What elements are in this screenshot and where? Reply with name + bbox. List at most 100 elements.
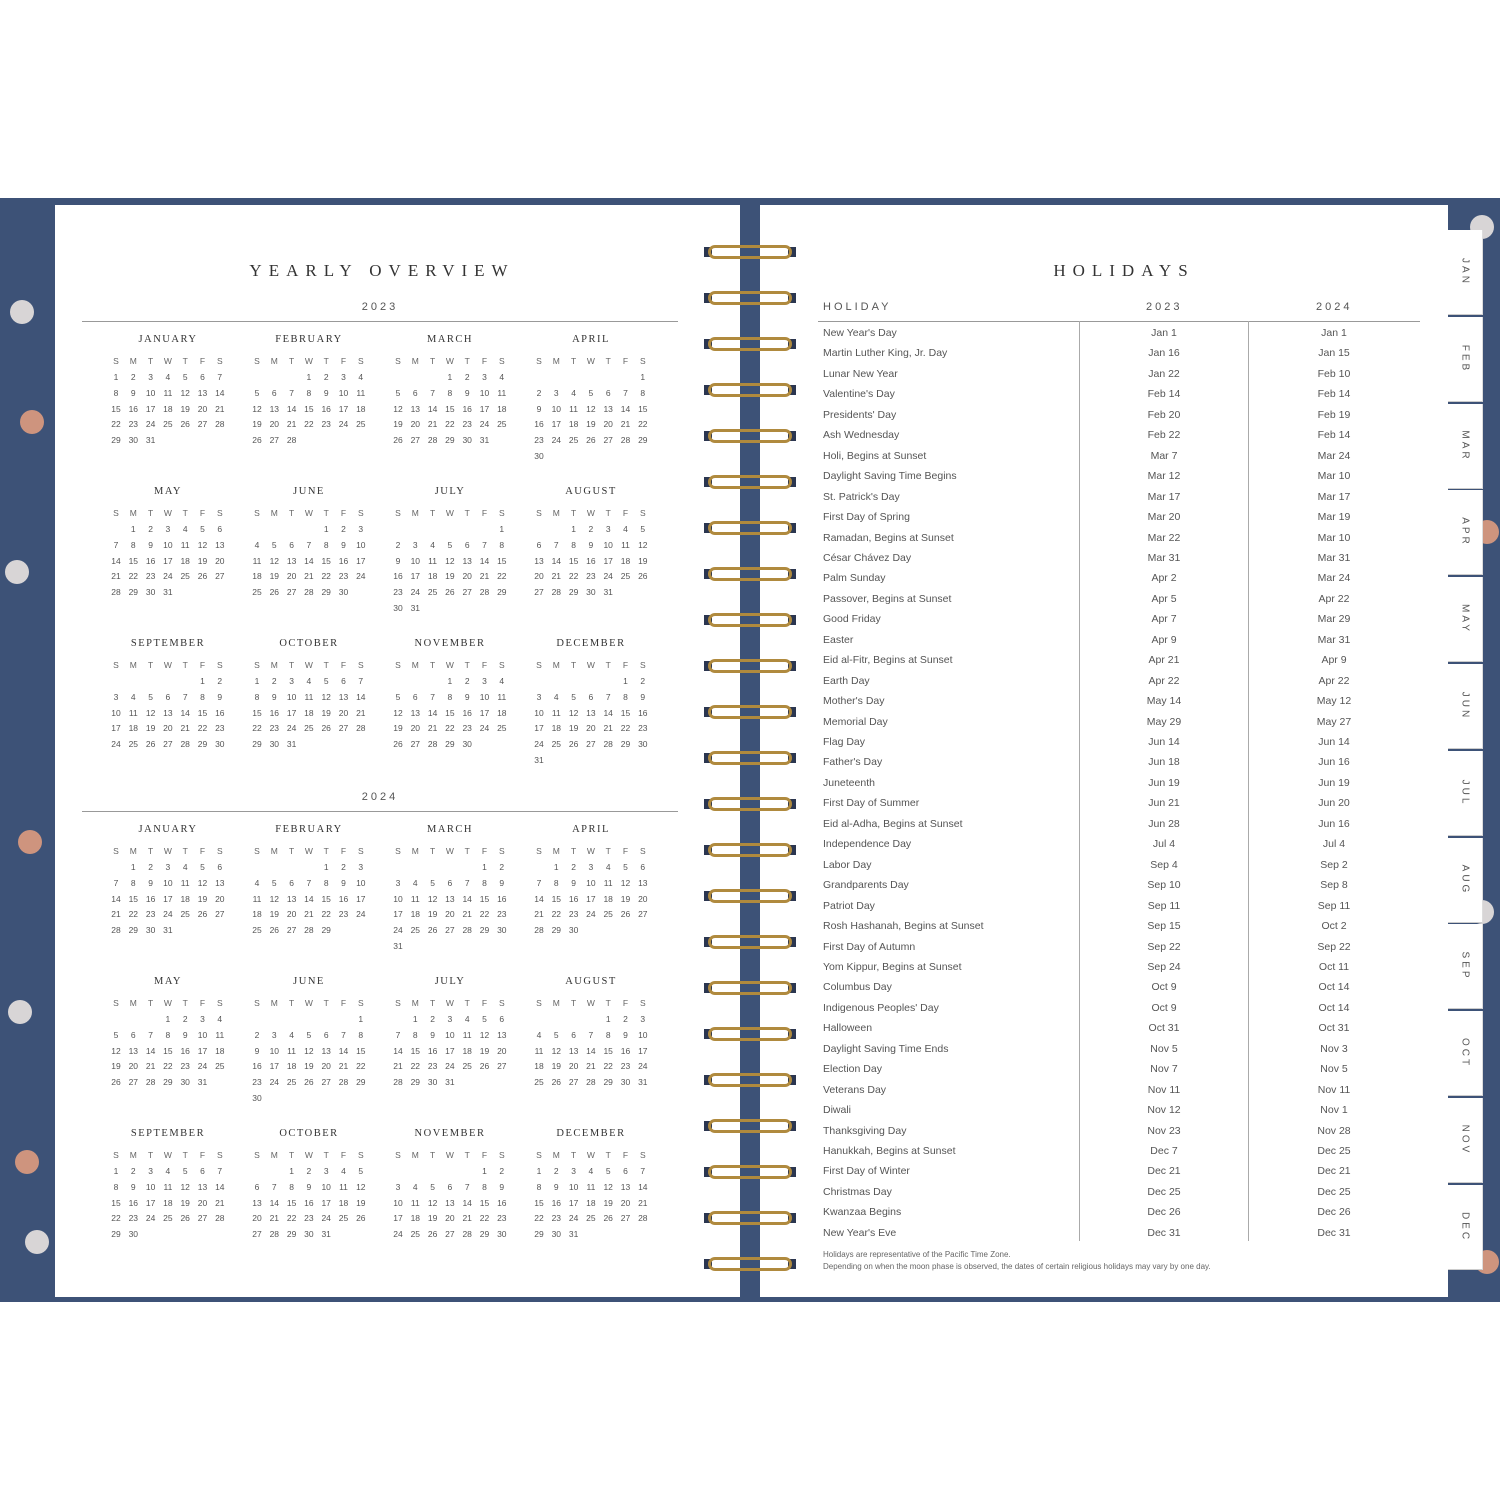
weekday-letter: S xyxy=(395,356,401,366)
calendar-day: 29 xyxy=(321,587,331,598)
calendar-day: 12 xyxy=(197,877,208,888)
holiday-date-2023: Apr 5 xyxy=(1151,592,1177,605)
calendar-day: 10 xyxy=(356,877,366,888)
holiday-date-2024: Mar 10 xyxy=(1317,470,1351,483)
weekday-letter: T xyxy=(570,660,577,670)
tab-sep[interactable]: SEP xyxy=(1448,924,1483,1010)
calendar-day: 6 xyxy=(323,1029,329,1040)
holiday-date-2024: Jun 16 xyxy=(1318,756,1350,769)
weekday-letter: F xyxy=(481,846,488,856)
calendar-day: 1 xyxy=(412,1014,418,1024)
holiday-name: Eid al-Adha, Begins at Sunset xyxy=(823,817,963,830)
calendar-day: 9 xyxy=(536,403,542,414)
tab-jan[interactable]: JAN xyxy=(1448,230,1483,315)
calendar-day: 25 xyxy=(534,1077,544,1088)
calendar-day: 18 xyxy=(568,419,579,430)
holiday-date-2023: Sep 15 xyxy=(1147,920,1181,933)
weekday-letter: W xyxy=(586,660,595,670)
calendar-day: 3 xyxy=(553,387,559,398)
weekday-letter: W xyxy=(304,846,313,856)
tab-may[interactable]: MAY xyxy=(1448,577,1483,663)
calendar-day: 20 xyxy=(163,723,173,734)
calendar-day: 16 xyxy=(497,893,507,904)
calendar-day: 7 xyxy=(113,877,119,888)
calendar-day: 28 xyxy=(215,419,225,430)
calendar-day: 8 xyxy=(536,1181,542,1192)
weekday-letter: S xyxy=(395,1150,401,1160)
calendar-day: 12 xyxy=(304,1045,314,1056)
calendar-day: 5 xyxy=(553,1029,559,1040)
calendar-day: 4 xyxy=(623,524,628,534)
calendar-day: 26 xyxy=(638,571,648,582)
holiday-date-2024: May 27 xyxy=(1316,715,1352,728)
holiday-name: Election Day xyxy=(823,1063,882,1076)
calendar-day: 27 xyxy=(286,587,297,598)
calendar-day: 7 xyxy=(482,539,487,550)
calendar-day: 15 xyxy=(551,893,562,904)
calendar-day: 4 xyxy=(130,691,136,702)
weekday-letter: W xyxy=(163,660,172,670)
tab-jul[interactable]: JUL xyxy=(1448,750,1483,836)
calendar-day: 10 xyxy=(145,1181,156,1192)
calendar-day: 10 xyxy=(534,707,544,718)
tab-apr[interactable]: APR xyxy=(1448,490,1483,576)
holiday-name: Earth Day xyxy=(823,674,870,687)
calendar-day: 8 xyxy=(553,877,559,888)
holiday-name: St. Patrick's Day xyxy=(823,490,900,503)
calendar-day: 27 xyxy=(445,1229,455,1240)
calendar-day: 6 xyxy=(412,387,418,398)
calendar-day: 26 xyxy=(568,739,579,750)
calendar-day: 18 xyxy=(603,893,613,904)
tab-dec[interactable]: DEC xyxy=(1448,1184,1483,1270)
calendar-day: 25 xyxy=(603,909,613,920)
spiral-ring xyxy=(702,334,798,356)
calendar-day: 20 xyxy=(638,893,648,904)
calendar-day: 6 xyxy=(499,1014,505,1024)
calendar-day: 9 xyxy=(217,691,223,702)
tab-mar[interactable]: MAR xyxy=(1448,403,1483,489)
calendar-day: 2 xyxy=(499,1166,505,1176)
calendar-day: 26 xyxy=(180,1213,190,1224)
year-label: 2024 xyxy=(361,791,399,803)
holiday-date-2024: Nov 11 xyxy=(1317,1083,1351,1096)
weekday-letter: T xyxy=(605,846,611,856)
tab-aug[interactable]: AUG xyxy=(1448,837,1483,923)
weekday-letter: F xyxy=(199,846,206,856)
calendar-day: 9 xyxy=(130,1181,136,1192)
calendar-day: 15 xyxy=(603,1045,613,1056)
calendar-day: 20 xyxy=(620,1197,631,1208)
tab-feb[interactable]: FEB xyxy=(1448,316,1483,402)
tab-jun[interactable]: JUN xyxy=(1448,664,1483,749)
calendar-day: 25 xyxy=(163,419,173,430)
weekday-letter: F xyxy=(199,1150,206,1160)
floral-pattern xyxy=(20,410,44,434)
tab-oct[interactable]: OCT xyxy=(1448,1011,1483,1097)
weekday-letter: S xyxy=(254,846,260,856)
weekday-letter: S xyxy=(639,998,646,1008)
calendar-day: 10 xyxy=(393,1197,403,1208)
calendar-day: 18 xyxy=(252,909,262,920)
spiral-ring xyxy=(702,472,798,494)
spiral-ring xyxy=(702,380,798,402)
weekday-letter: S xyxy=(536,998,542,1008)
holiday-date-2024: Apr 9 xyxy=(1321,654,1347,667)
calendar-day: 4 xyxy=(412,877,418,888)
holiday-name: Father's Day xyxy=(823,756,883,769)
holiday-date-2023: Sep 4 xyxy=(1150,858,1178,871)
calendar-day: 7 xyxy=(430,387,435,398)
calendar-day: 10 xyxy=(638,1029,648,1040)
calendar-day: 15 xyxy=(252,707,262,718)
calendar-day: 12 xyxy=(321,691,331,702)
calendar-day: 16 xyxy=(128,1197,139,1208)
calendar-day: 11 xyxy=(569,403,578,414)
tab-nov[interactable]: NOV xyxy=(1448,1098,1483,1183)
column-divider xyxy=(1248,321,1249,1241)
calendar-day: 7 xyxy=(341,1029,346,1040)
calendar-day: 19 xyxy=(427,1213,438,1224)
calendar-day: 11 xyxy=(180,539,190,550)
calendar-day: 4 xyxy=(605,862,611,872)
calendar-day: 29 xyxy=(197,739,208,750)
calendar-day: 9 xyxy=(323,387,329,398)
calendar-day: 24 xyxy=(356,571,366,582)
holiday-date-2023: May 14 xyxy=(1146,695,1182,708)
